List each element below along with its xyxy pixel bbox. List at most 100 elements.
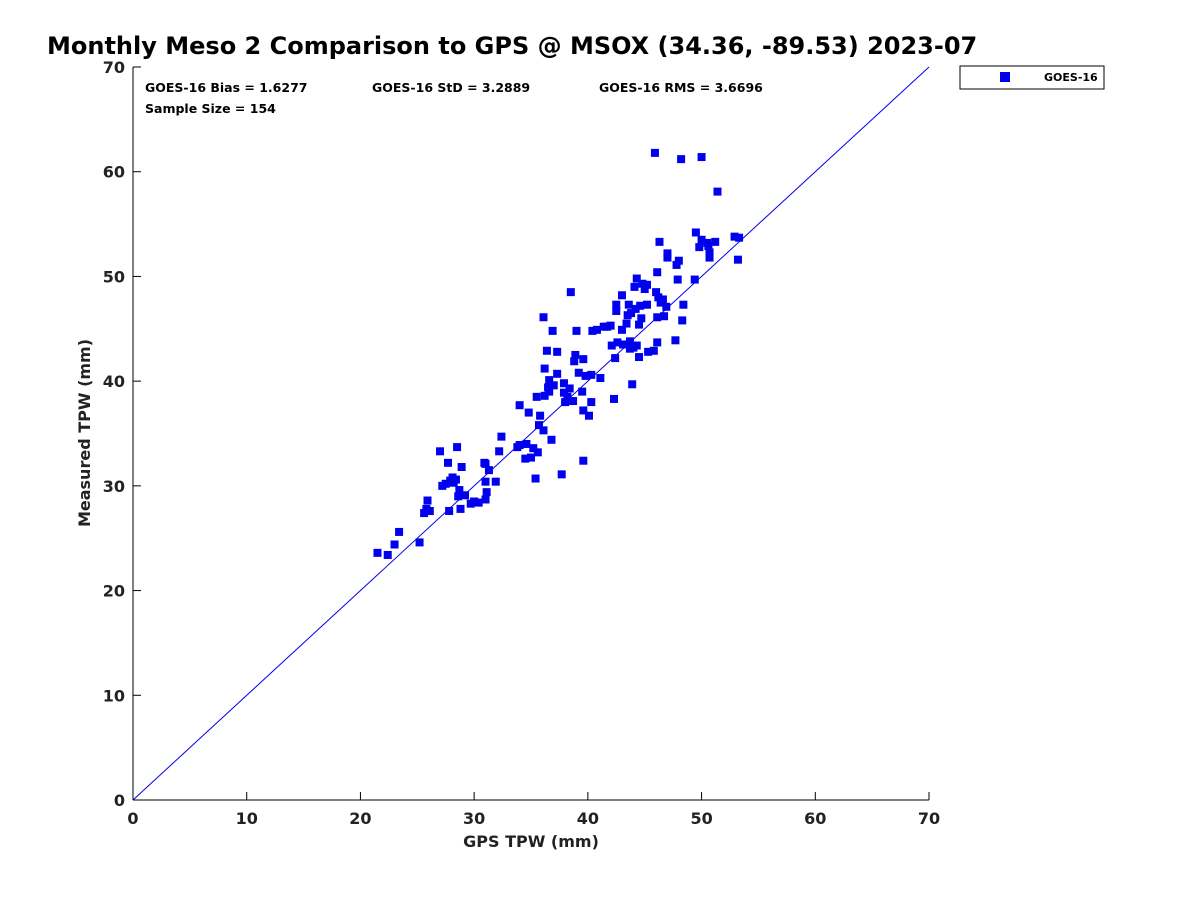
data-point <box>663 249 672 258</box>
data-point <box>453 443 462 452</box>
data-point <box>697 235 706 244</box>
data-point <box>515 441 524 450</box>
data-point <box>705 253 714 262</box>
data-point <box>529 444 538 453</box>
data-point <box>691 228 700 237</box>
data-points <box>373 148 744 559</box>
data-point <box>735 233 744 242</box>
data-point <box>395 527 404 536</box>
data-point <box>456 504 465 513</box>
data-point <box>557 470 566 479</box>
data-point <box>711 237 720 246</box>
data-point <box>697 153 706 162</box>
data-point <box>540 391 549 400</box>
x-axis-label: GPS TPW (mm) <box>463 832 599 851</box>
data-point <box>532 392 541 401</box>
data-point <box>672 260 681 269</box>
y-tick-label: 20 <box>103 582 125 601</box>
data-point <box>373 548 382 557</box>
data-point <box>570 357 579 366</box>
data-point <box>461 491 470 500</box>
data-point <box>553 369 562 378</box>
y-tick-label: 60 <box>103 163 125 182</box>
data-point <box>579 406 588 415</box>
data-point <box>619 340 628 349</box>
data-point <box>607 341 616 350</box>
data-point <box>425 506 434 515</box>
std-stat: GOES-16 StD = 3.2889 <box>372 80 530 95</box>
data-point <box>624 300 633 309</box>
one-to-one-line <box>132 66 930 801</box>
data-point <box>584 411 593 420</box>
data-point <box>730 232 739 241</box>
data-point <box>635 353 644 362</box>
data-point <box>673 275 682 284</box>
data-point <box>695 243 704 252</box>
data-point <box>592 325 601 334</box>
data-point <box>515 401 524 410</box>
data-point <box>495 447 504 456</box>
data-point <box>544 383 553 392</box>
bias-stat: GOES-16 Bias = 1.6277 <box>145 80 307 95</box>
y-tick-label: 0 <box>114 791 125 810</box>
data-point <box>733 255 742 264</box>
x-tick-label: 20 <box>349 809 371 828</box>
data-point <box>678 316 687 325</box>
y-tick-label: 70 <box>103 58 125 77</box>
y-axis-ticks: 0 10 20 30 40 50 60 70 <box>103 58 141 810</box>
data-point <box>622 319 631 328</box>
data-point <box>474 498 483 507</box>
y-tick-label: 40 <box>103 372 125 391</box>
y-tick-label: 10 <box>103 686 125 705</box>
data-point <box>627 309 636 318</box>
data-point <box>581 371 590 380</box>
data-point <box>451 475 460 484</box>
data-point <box>571 350 580 359</box>
x-tick-label: 50 <box>690 809 712 828</box>
data-point <box>423 496 432 505</box>
data-point <box>679 300 688 309</box>
x-tick-label: 10 <box>236 809 258 828</box>
data-point <box>545 387 554 396</box>
data-point <box>521 454 530 463</box>
data-point <box>484 466 493 475</box>
data-point <box>635 320 644 329</box>
data-point <box>566 288 575 297</box>
data-point <box>574 368 583 377</box>
data-point <box>559 388 568 397</box>
data-point <box>630 282 639 291</box>
data-point <box>443 458 452 467</box>
legend-square-marker <box>1000 72 1010 82</box>
legend-box <box>959 65 1105 90</box>
data-point <box>704 242 713 251</box>
data-point <box>617 325 626 334</box>
data-point <box>653 268 662 277</box>
data-point <box>455 486 464 495</box>
data-point <box>549 381 558 390</box>
data-point <box>578 387 587 396</box>
data-point <box>497 432 506 441</box>
legend: GOES-16 <box>959 65 1105 90</box>
data-point <box>613 338 622 347</box>
data-point <box>642 280 651 289</box>
data-point <box>436 447 445 456</box>
data-point <box>553 347 562 356</box>
data-point <box>611 354 620 363</box>
data-point <box>545 376 554 385</box>
data-point <box>534 421 543 430</box>
data-point <box>539 426 548 435</box>
data-point <box>540 364 549 373</box>
data-point <box>524 408 533 417</box>
data-point <box>390 540 399 549</box>
data-point <box>579 355 588 364</box>
data-point <box>587 370 596 379</box>
data-point <box>561 398 570 407</box>
data-point <box>654 293 663 302</box>
stats-block: GOES-16 Bias = 1.6277 GOES-16 StD = 3.28… <box>145 80 763 116</box>
x-tick-label: 40 <box>577 809 599 828</box>
data-point <box>662 302 671 311</box>
y-axis-label: Measured TPW (mm) <box>75 339 94 527</box>
rms-stat: GOES-16 RMS = 3.6696 <box>599 80 763 95</box>
data-point <box>482 488 491 497</box>
data-point <box>677 155 686 164</box>
